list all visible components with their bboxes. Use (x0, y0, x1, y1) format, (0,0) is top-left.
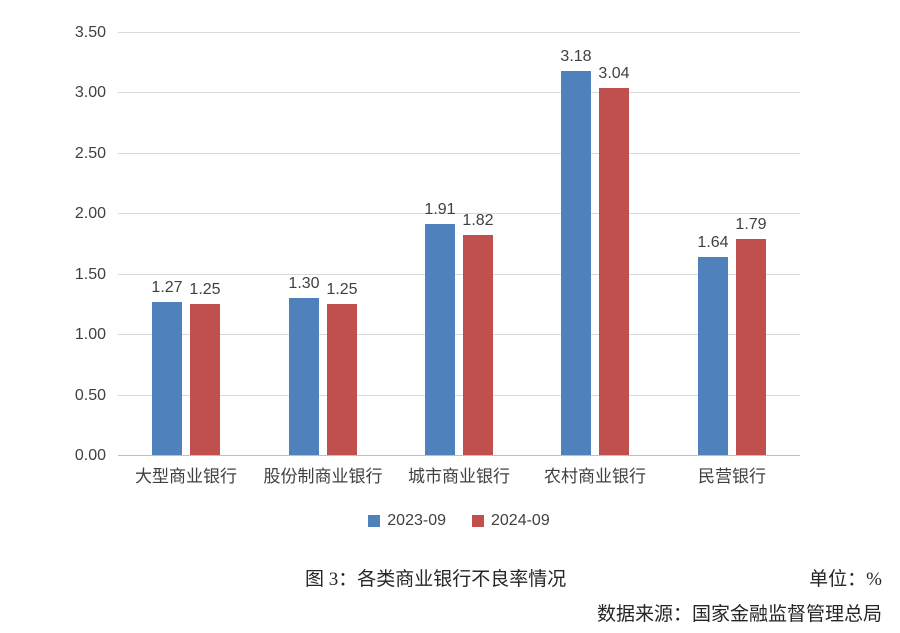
y-tick-label-2.50: 2.50 (74, 144, 106, 162)
data-label-2024-09-城市商业银行: 1.82 (462, 212, 494, 229)
x-category-label-股份制商业银行: 股份制商业银行 (263, 467, 383, 486)
bar-2024-09-民营银行 (736, 239, 766, 455)
data-label-2023-09-农村商业银行: 3.18 (560, 48, 592, 65)
bar-2023-09-农村商业银行 (561, 71, 591, 455)
gridline-0.50 (118, 394, 800, 396)
gridline-1.00 (118, 334, 800, 336)
bar-2024-09-股份制商业银行 (327, 304, 357, 455)
gridline-1.50 (118, 273, 800, 275)
gridline-2.00 (118, 213, 800, 215)
gridline-3.00 (118, 92, 800, 94)
legend-label-2023-09: 2023-09 (387, 512, 446, 529)
legend-label-2024-09: 2024-09 (491, 512, 550, 529)
y-tick-label-3.50: 3.50 (74, 24, 106, 41)
y-tick-label-2.00: 2.00 (74, 205, 106, 223)
y-tick-label-1.00: 1.00 (74, 326, 106, 344)
data-label-2023-09-民营银行: 1.64 (697, 234, 729, 251)
x-axis-line (118, 455, 800, 456)
legend: 2023-09 2024-09 (118, 512, 800, 530)
x-category-label-农村商业银行: 农村商业银行 (544, 467, 646, 486)
y-tick-label-3.00: 3.00 (74, 84, 106, 102)
x-category-label-城市商业银行: 城市商业银行 (408, 467, 510, 486)
bar-2023-09-城市商业银行 (425, 224, 455, 455)
bar-2024-09-城市商业银行 (463, 235, 493, 455)
data-label-2024-09-股份制商业银行: 1.25 (326, 281, 358, 298)
x-category-label-大型商业银行: 大型商业银行 (135, 467, 237, 486)
legend-item-2023-09: 2023-09 (368, 512, 446, 530)
bar-2023-09-民营银行 (698, 257, 728, 455)
gridline-2.50 (118, 152, 800, 154)
bar-2023-09-股份制商业银行 (289, 298, 319, 455)
legend-swatch-2023-09 (368, 515, 381, 527)
y-tick-label-0.50: 0.50 (74, 386, 106, 404)
unit-label: 单位：% (809, 569, 882, 590)
data-label-2024-09-民营银行: 1.79 (735, 216, 767, 233)
data-label-2023-09-股份制商业银行: 1.30 (288, 275, 320, 292)
plot-area: 1.27 1.25 1.30 1.25 1.91 1.82 3.18 3.04 1.64 1.79 (118, 32, 800, 456)
y-tick-label-1.50: 1.50 (74, 265, 106, 283)
figure-caption: 图 3：各类商业银行不良率情况 (305, 569, 567, 590)
data-label-2024-09-大型商业银行: 1.25 (189, 281, 221, 298)
legend-item-2024-09: 2024-09 (472, 512, 550, 530)
data-label-2024-09-农村商业银行: 3.04 (598, 65, 630, 82)
legend-swatch-2024-09 (472, 515, 484, 527)
data-source: 数据来源：国家金融监督管理总局 (596, 604, 882, 625)
gridline-3.50 (118, 32, 800, 33)
bar-2024-09-大型商业银行 (190, 304, 220, 455)
data-label-2023-09-城市商业银行: 1.91 (424, 201, 456, 218)
bar-2023-09-大型商业银行 (152, 302, 182, 455)
x-category-label-民营银行: 民营银行 (698, 467, 766, 486)
bar-2024-09-农村商业银行 (599, 88, 629, 455)
y-tick-label-0.00: 0.00 (74, 447, 106, 464)
data-label-2023-09-大型商业银行: 1.27 (151, 279, 183, 296)
